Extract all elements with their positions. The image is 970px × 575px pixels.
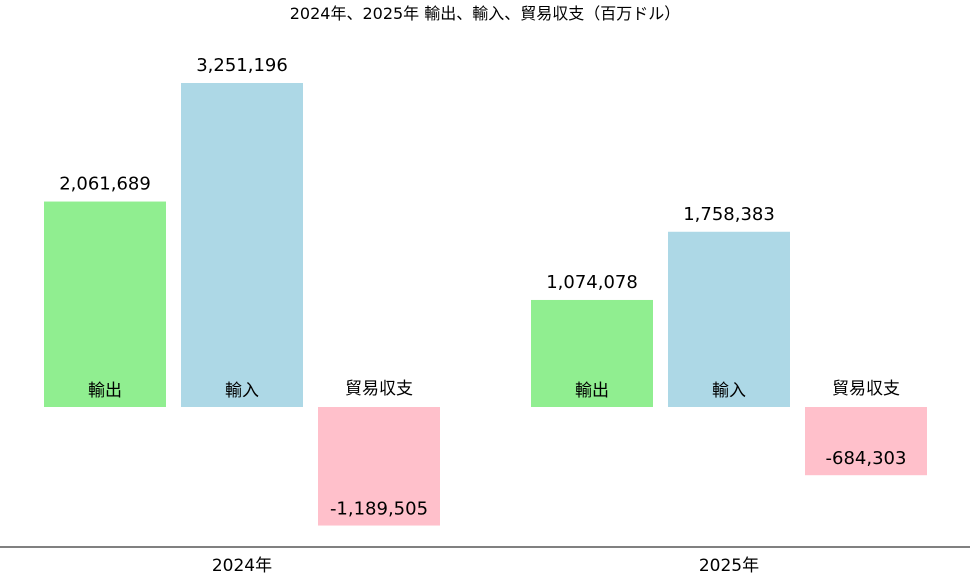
bar <box>318 407 440 526</box>
bar-series-label: 輸入 <box>712 381 746 401</box>
x-axis-ticks: 2024年 2025年 <box>212 556 759 575</box>
bar-value-label: -684,303 <box>826 448 907 469</box>
bar-series-label: 輸入 <box>225 381 259 401</box>
x-tick-label: 2025年 <box>699 556 759 575</box>
bar <box>668 231 790 407</box>
bar <box>531 299 653 407</box>
chart-title: 2024年、2025年 輸出、輸入、貿易収支（百万ドル） <box>290 4 681 23</box>
bar-series-label: 貿易収支 <box>345 379 413 399</box>
bar-series-label: 輸出 <box>88 381 122 401</box>
bar-value-label: 1,758,383 <box>683 204 775 225</box>
bar <box>44 201 166 407</box>
bar-series-label: 輸出 <box>575 381 609 401</box>
bar <box>805 407 927 476</box>
bar-value-label: -1,189,505 <box>330 499 428 520</box>
bar-value-label: 1,074,078 <box>546 272 638 293</box>
bar-value-label: 3,251,196 <box>196 55 288 76</box>
x-tick-label: 2024年 <box>212 556 272 575</box>
bar-series-label: 貿易収支 <box>832 379 900 399</box>
plot-area: 2,061,689 輸出 3,251,196 輸入 -1,189,505 貿易収支 1,07… <box>44 55 927 526</box>
bar-value-label: 2,061,689 <box>59 174 151 195</box>
bar <box>181 83 303 407</box>
